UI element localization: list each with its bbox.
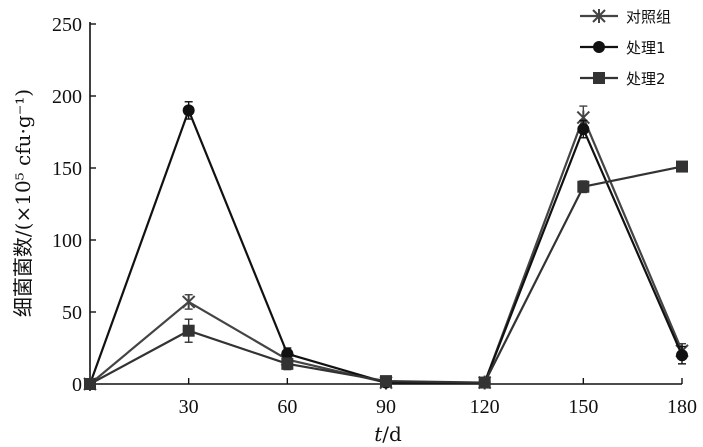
series-2 [84, 101, 688, 390]
legend-label: 对照组 [626, 8, 671, 26]
marker-shape [577, 180, 590, 193]
marker-shape [281, 347, 294, 360]
x-tick-label: 180 [667, 396, 697, 418]
series-layer [83, 101, 689, 391]
series-line [89, 116, 684, 385]
y-tick-label: 50 [62, 302, 82, 324]
data-point [281, 357, 294, 370]
x-axis-label-unit: /d [382, 422, 402, 446]
x-tick-label: 90 [376, 396, 396, 418]
data-point [577, 123, 590, 136]
y-axis-label: 细菌菌数/(×10⁵ cfu·g⁻¹) [11, 89, 35, 317]
series-line [89, 165, 683, 385]
legend-marker [593, 41, 605, 53]
marker-shape [593, 72, 605, 84]
data-point [478, 376, 491, 389]
y-tick-label: 150 [52, 158, 82, 180]
legend-item: 处理2 [580, 70, 666, 88]
data-point [182, 324, 195, 337]
y-tick-label: 200 [52, 86, 82, 108]
x-tick-label: 120 [470, 396, 500, 418]
legend-marker [593, 72, 605, 84]
y-tick-label: 0 [72, 374, 82, 396]
marker-shape [676, 160, 688, 173]
marker-shape [478, 376, 491, 389]
x-axis-label: t/d [374, 422, 402, 446]
y-tick-label: 250 [52, 14, 82, 36]
x-tick-label: 60 [277, 396, 297, 418]
data-point [676, 349, 688, 362]
marker-shape [676, 349, 688, 362]
x-ticks: 30 60 90 120 150 180 [179, 378, 697, 418]
data-point [380, 375, 392, 388]
data-point [281, 347, 294, 360]
data-point [182, 104, 195, 117]
legend-marker [592, 9, 606, 23]
series-3 [84, 160, 688, 390]
data-point [577, 180, 590, 193]
legend-label: 处理2 [626, 70, 666, 88]
marker-shape [182, 104, 195, 117]
data-point [181, 294, 196, 309]
y-tick-label: 100 [52, 230, 82, 252]
marker-shape [380, 375, 392, 388]
data-point [676, 160, 688, 173]
legend-item: 对照组 [580, 8, 671, 26]
x-tick-label: 150 [568, 396, 598, 418]
legend-item: 处理1 [580, 39, 666, 57]
y-ticks: 0 50 100 150 200 250 [52, 14, 96, 396]
x-axis-label-italic: t [374, 422, 383, 446]
marker-shape [84, 378, 96, 390]
marker-shape [281, 357, 294, 370]
x-tick-label: 30 [179, 396, 199, 418]
marker-shape [593, 41, 605, 53]
series-line [88, 109, 684, 385]
marker-shape [182, 324, 195, 337]
data-point [84, 378, 96, 390]
marker-shape [577, 123, 590, 136]
legend-label: 处理1 [626, 39, 666, 57]
